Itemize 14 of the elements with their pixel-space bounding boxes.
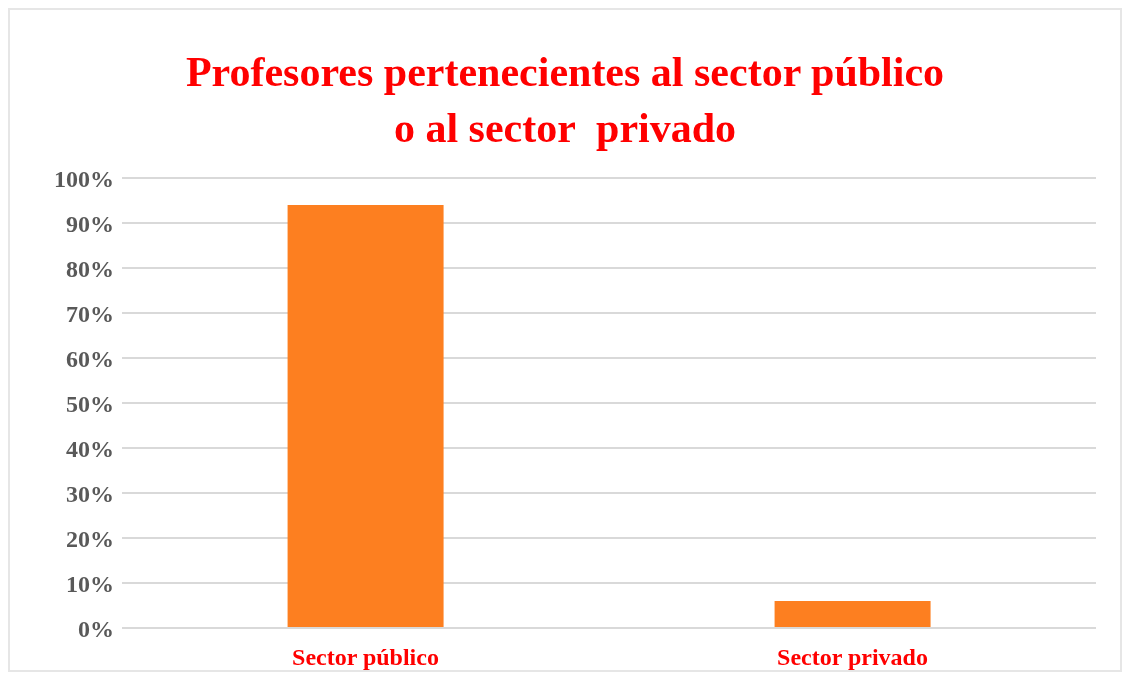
x-tick-label: Sector público (292, 644, 439, 671)
y-tick-label: 40% (66, 435, 114, 462)
y-tick-label: 10% (66, 570, 114, 597)
y-tick-label: 80% (66, 255, 114, 282)
y-tick-label: 30% (66, 480, 114, 507)
y-tick-label: 90% (66, 210, 114, 237)
y-tick-label: 60% (66, 345, 114, 372)
y-tick-label: 100% (54, 165, 114, 192)
y-tick-label: 70% (66, 300, 114, 327)
x-tick-label: Sector privado (777, 644, 928, 671)
y-tick-label: 0% (78, 615, 114, 642)
y-tick-label: 50% (66, 390, 114, 417)
chart-title: Profesores pertenecientes al sector público o al sector privado (184, 48, 946, 153)
y-tick-label: 20% (66, 525, 114, 552)
